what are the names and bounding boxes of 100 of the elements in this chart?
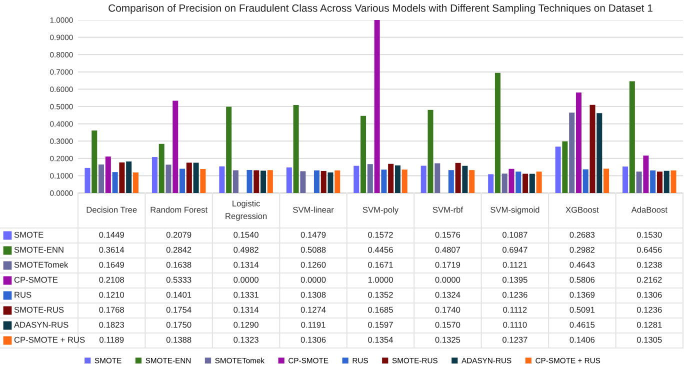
data-label: 0.4615 bbox=[570, 322, 595, 328]
data-label: 0.0000 bbox=[435, 276, 460, 283]
bar bbox=[494, 72, 500, 193]
bar bbox=[320, 170, 326, 193]
bar bbox=[582, 169, 588, 193]
data-label: 0.1572 bbox=[368, 232, 393, 238]
bar bbox=[126, 161, 132, 193]
x-tick-label: AdaBoost bbox=[631, 206, 668, 213]
data-label: 0.1530 bbox=[636, 232, 662, 238]
bar bbox=[334, 170, 340, 193]
bar bbox=[516, 172, 522, 193]
bar bbox=[98, 164, 104, 193]
bar bbox=[158, 144, 164, 193]
data-label: 0.1112 bbox=[503, 306, 527, 313]
legend-label: SMOTE bbox=[14, 232, 44, 238]
data-label: 0.1274 bbox=[300, 306, 326, 313]
data-label: 0.1314 bbox=[234, 306, 259, 313]
bar bbox=[643, 156, 649, 193]
bar bbox=[502, 174, 508, 193]
bar bbox=[112, 172, 118, 193]
bar bbox=[656, 172, 662, 193]
x-tick-label: SVM-linear bbox=[293, 206, 334, 213]
bar bbox=[420, 166, 426, 193]
bar bbox=[286, 167, 292, 193]
bar bbox=[186, 162, 192, 193]
data-label: 0.1110 bbox=[503, 322, 527, 328]
bar bbox=[354, 166, 360, 193]
bar bbox=[105, 156, 111, 193]
data-label: 0.1325 bbox=[435, 336, 460, 343]
data-label: 0.1189 bbox=[100, 336, 124, 343]
bar bbox=[193, 162, 199, 193]
data-label: 0.4807 bbox=[435, 246, 460, 253]
data-label: 0.2683 bbox=[570, 232, 595, 238]
bar bbox=[254, 170, 260, 193]
data-label: 0.1449 bbox=[99, 232, 124, 238]
data-label: 0.1237 bbox=[502, 336, 528, 343]
data-label: 1.0000 bbox=[368, 276, 393, 283]
data-label: 0.1395 bbox=[502, 276, 528, 283]
data-label: 0.1238 bbox=[636, 262, 662, 268]
data-label: 0.1324 bbox=[435, 292, 460, 298]
bar bbox=[536, 172, 542, 193]
bar bbox=[388, 164, 394, 193]
bar bbox=[664, 170, 670, 193]
data-label: 0.1290 bbox=[234, 322, 258, 328]
x-tick-label: Decision Tree bbox=[86, 206, 137, 213]
legend-label: CP-SMOTE + RUS bbox=[14, 336, 85, 343]
data-label: 0.5806 bbox=[570, 276, 595, 283]
bar bbox=[622, 166, 628, 193]
data-label: 0.1260 bbox=[300, 262, 326, 268]
bar bbox=[629, 81, 635, 193]
bar bbox=[293, 104, 299, 193]
bar bbox=[402, 170, 408, 193]
data-label: 0.1540 bbox=[234, 232, 258, 238]
legend-label: RUS bbox=[14, 292, 32, 298]
x-tick-label: Random Forest bbox=[150, 206, 208, 213]
data-label: 0.1576 bbox=[435, 232, 460, 238]
data-label: 0.1305 bbox=[636, 336, 662, 343]
bar bbox=[529, 174, 535, 193]
bar bbox=[166, 164, 172, 193]
x-tick-label: Logistic Regression bbox=[226, 200, 267, 221]
data-label: 0.1649 bbox=[99, 262, 124, 268]
data-label: 0.5088 bbox=[300, 246, 326, 253]
data-label: 0.1754 bbox=[166, 306, 192, 313]
data-label: 0.5091 bbox=[570, 306, 595, 313]
bar bbox=[670, 170, 676, 193]
x-tick-label: SVM-poly bbox=[362, 206, 399, 214]
data-label: 0.0000 bbox=[300, 276, 326, 283]
x-tick-label: SVM-sigmoid bbox=[490, 206, 540, 214]
bar bbox=[92, 130, 98, 193]
bar bbox=[300, 171, 306, 193]
bar bbox=[562, 141, 568, 193]
bar bbox=[132, 172, 138, 193]
bar bbox=[328, 172, 334, 193]
data-label: 0.1314 bbox=[234, 262, 259, 268]
bar bbox=[569, 112, 575, 193]
data-label: 0.1210 bbox=[99, 292, 124, 298]
data-label: 0.6456 bbox=[636, 246, 662, 253]
bar bbox=[152, 157, 158, 193]
legend-label: CP-SMOTE bbox=[14, 276, 58, 283]
data-label: 0.0000 bbox=[234, 276, 258, 283]
data-label: 0.1191 bbox=[301, 322, 326, 328]
legend-label: SMOTETomek bbox=[14, 262, 68, 268]
data-label: 0.1768 bbox=[99, 306, 124, 313]
data-label: 0.2079 bbox=[166, 232, 192, 238]
data-label: 0.5333 bbox=[166, 276, 192, 283]
bar bbox=[576, 92, 582, 193]
legend-label: SMOTE-ENN bbox=[14, 246, 64, 253]
data-label: 0.1638 bbox=[166, 262, 192, 268]
data-label: 0.1121 bbox=[502, 262, 527, 268]
bar bbox=[226, 106, 232, 193]
bar bbox=[180, 168, 186, 193]
data-label: 0.1352 bbox=[368, 292, 393, 298]
data-label: 0.1331 bbox=[234, 292, 258, 298]
bar bbox=[604, 168, 610, 193]
bar bbox=[428, 110, 434, 193]
data-label: 0.1369 bbox=[570, 292, 595, 298]
bar bbox=[374, 20, 380, 193]
data-label: 0.4456 bbox=[368, 246, 393, 253]
chart-title: Comparison of Precision on Fraudulent Class Across Various Models with Different Sampling Techniques on Dataset 1 bbox=[108, 4, 652, 14]
data-label: 0.3614 bbox=[99, 246, 124, 253]
